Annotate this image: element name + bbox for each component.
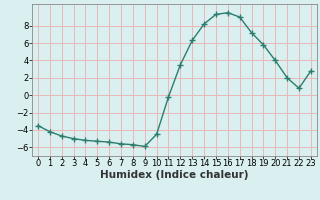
X-axis label: Humidex (Indice chaleur): Humidex (Indice chaleur): [100, 170, 249, 180]
